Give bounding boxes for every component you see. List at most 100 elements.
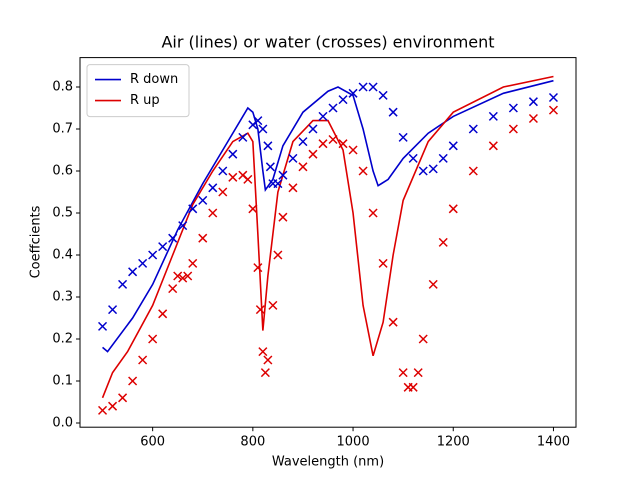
x-tick-label: 1000 xyxy=(337,435,370,450)
cross-marker xyxy=(158,309,168,319)
cross-marker xyxy=(428,164,438,174)
cross-marker xyxy=(448,204,458,214)
legend-label: R down xyxy=(130,72,178,87)
cross-marker xyxy=(508,124,518,134)
y-axis-label: Coeffcients xyxy=(29,205,44,278)
cross-marker xyxy=(118,279,128,289)
cross-marker xyxy=(348,145,358,155)
cross-marker xyxy=(178,273,188,283)
y-tick-label: 0.7 xyxy=(52,122,73,137)
cross-marker xyxy=(368,82,378,92)
cross-marker xyxy=(98,321,108,331)
cross-marker xyxy=(188,204,198,214)
cross-marker xyxy=(308,149,318,159)
cross-marker xyxy=(488,111,498,121)
cross-marker xyxy=(258,347,268,357)
cross-marker xyxy=(260,368,270,378)
cross-marker xyxy=(228,149,238,159)
cross-marker xyxy=(238,132,248,142)
cross-marker xyxy=(253,263,263,273)
legend-label: R up xyxy=(130,93,160,108)
cross-marker xyxy=(148,334,158,344)
cross-marker xyxy=(138,258,148,268)
cross-marker xyxy=(308,124,318,134)
cross-marker xyxy=(248,204,258,214)
cross-marker xyxy=(268,300,278,310)
y-tick-label: 0.8 xyxy=(52,80,73,95)
data-line xyxy=(102,79,554,353)
cross-marker xyxy=(158,242,168,252)
cross-marker xyxy=(318,111,328,121)
cross-marker xyxy=(528,97,538,107)
cross-marker xyxy=(318,139,328,149)
x-tick-label: 1200 xyxy=(437,435,470,450)
x-tick-label: 600 xyxy=(140,435,165,450)
cross-marker xyxy=(438,153,448,163)
cross-marker xyxy=(298,137,308,147)
cross-marker xyxy=(98,405,108,415)
cross-marker xyxy=(338,95,348,105)
cross-marker xyxy=(273,250,283,260)
x-tick-label: 800 xyxy=(240,435,265,450)
cross-marker xyxy=(468,124,478,134)
y-tick-label: 0.2 xyxy=(52,332,73,347)
x-tick-label: 1400 xyxy=(537,435,570,450)
cross-marker xyxy=(408,382,418,392)
cross-marker xyxy=(348,88,358,98)
cross-marker xyxy=(265,162,275,172)
y-tick-label: 0.3 xyxy=(52,290,73,305)
cross-marker xyxy=(388,317,398,327)
cross-marker xyxy=(278,212,288,222)
cross-marker xyxy=(358,166,368,176)
cross-marker xyxy=(398,368,408,378)
cross-marker xyxy=(198,195,208,205)
legend-box xyxy=(86,64,190,118)
cross-marker xyxy=(418,334,428,344)
cross-marker xyxy=(118,393,128,403)
plot-frame xyxy=(79,57,577,428)
cross-marker xyxy=(198,233,208,243)
cross-marker xyxy=(398,132,408,142)
cross-marker xyxy=(128,376,138,386)
cross-marker xyxy=(288,183,298,193)
cross-marker xyxy=(368,208,378,218)
cross-marker xyxy=(208,208,218,218)
cross-marker xyxy=(188,258,198,268)
cross-marker xyxy=(528,113,538,124)
data-line xyxy=(101,75,554,399)
cross-marker xyxy=(108,305,118,315)
cross-marker xyxy=(168,233,178,243)
cross-marker xyxy=(228,172,238,182)
cross-marker xyxy=(263,355,273,365)
cross-marker xyxy=(108,401,118,411)
y-tick-label: 0.1 xyxy=(52,374,73,389)
cross-marker xyxy=(253,116,263,126)
cross-marker xyxy=(338,139,348,149)
cross-marker xyxy=(243,174,253,184)
cross-marker xyxy=(328,103,338,113)
cross-marker xyxy=(488,141,498,151)
cross-marker xyxy=(258,124,268,134)
cross-marker xyxy=(278,170,288,180)
cross-marker xyxy=(378,258,388,268)
cross-marker xyxy=(178,221,188,231)
cross-marker xyxy=(138,355,148,365)
cross-marker xyxy=(288,153,298,163)
cross-marker xyxy=(298,162,308,172)
x-axis-label: Wavelength (nm) xyxy=(272,455,384,470)
cross-marker xyxy=(168,284,178,294)
cross-marker xyxy=(148,250,158,260)
cross-marker xyxy=(128,267,138,277)
cross-marker xyxy=(218,187,228,197)
cross-marker xyxy=(413,368,423,378)
cross-marker xyxy=(173,271,183,281)
cross-marker xyxy=(183,271,193,281)
cross-marker xyxy=(428,279,438,289)
cross-marker xyxy=(388,107,398,117)
cross-marker xyxy=(548,105,558,115)
y-tick-label: 0.0 xyxy=(52,416,73,431)
cross-marker xyxy=(358,82,368,92)
cross-marker xyxy=(508,103,518,113)
y-tick-label: 0.6 xyxy=(52,164,73,179)
